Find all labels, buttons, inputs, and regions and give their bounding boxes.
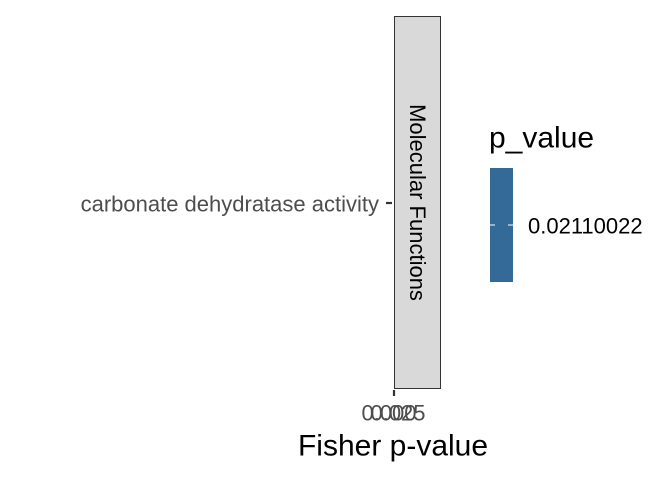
legend-title: p_value [489, 122, 594, 155]
legend-entry-label: 0.02110022 [528, 214, 643, 239]
facet-strip: Molecular Functions [394, 16, 441, 389]
facet-strip-label: Molecular Functions [405, 104, 430, 301]
legend: p_value 0.02110022 [489, 122, 643, 282]
x-axis-title: Fisher p-value [298, 430, 488, 463]
x-tick-label-0: 0.000 [361, 401, 416, 426]
y-axis: carbonate dehydratase activity [81, 192, 392, 217]
y-tick-label: carbonate dehydratase activity [81, 192, 379, 217]
x-tick-label-1: 0.025 [370, 401, 425, 426]
facet-strip-box [394, 16, 441, 389]
x-axis: 0.000 0.025 Fisher p-value [298, 390, 488, 463]
legend-colorbar [490, 168, 513, 282]
